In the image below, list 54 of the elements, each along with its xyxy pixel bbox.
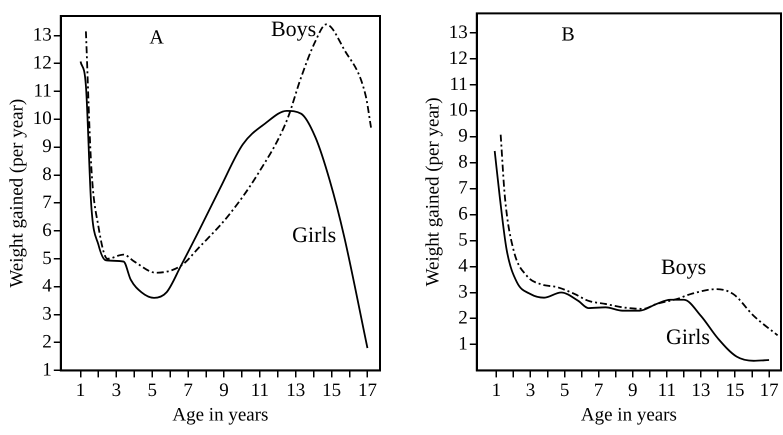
y-tick-label: 12 — [32, 52, 52, 74]
x-tick-label: 5 — [560, 380, 570, 401]
x-tick-label: 13 — [286, 380, 306, 401]
y-tick-label: 9 — [458, 126, 468, 147]
x-tick-label: 3 — [112, 380, 122, 401]
y-tick-label: 4 — [42, 276, 52, 297]
series-label: Boys — [660, 254, 706, 279]
y-tick-label: 4 — [458, 256, 468, 277]
y-axis-title: Weight gained (per year) — [6, 98, 28, 288]
y-tick-label: 11 — [450, 74, 468, 95]
series-label: Girls — [666, 324, 710, 350]
y-tick-label: 5 — [458, 230, 468, 251]
x-tick-label: 3 — [526, 380, 536, 401]
series-label: Boys — [270, 16, 316, 42]
y-tick-label: 8 — [458, 152, 468, 173]
y-tick-label: 6 — [42, 220, 52, 241]
y-tick-label: 2 — [458, 307, 468, 328]
x-tick-label: 11 — [658, 380, 676, 401]
y-tick-label: 9 — [42, 136, 52, 158]
y-tick-label: 1 — [42, 359, 52, 380]
y-tick-label: 13 — [32, 24, 52, 46]
y-tick-label: 2 — [42, 331, 52, 352]
y-tick-label: 12 — [448, 48, 468, 69]
y-tick-label: 3 — [42, 304, 52, 325]
y-tick-label: 13 — [448, 22, 468, 43]
series-label: Girls — [292, 222, 336, 248]
y-tick-label: 10 — [32, 108, 52, 130]
x-tick-label: 11 — [250, 380, 269, 401]
y-tick-label: 5 — [42, 248, 52, 269]
x-tick-label: 1 — [492, 380, 502, 401]
x-axis-title: Age in years — [580, 404, 677, 426]
x-tick-label: 5 — [148, 380, 158, 401]
x-tick-label: 17 — [358, 380, 377, 401]
y-tick-label: 6 — [458, 204, 468, 225]
y-tick-label: 3 — [458, 281, 468, 302]
y-tick-label: 1 — [458, 333, 468, 354]
text: A — [149, 26, 164, 48]
x-axis-title: Age in years — [172, 404, 268, 426]
x-tick-label: 7 — [594, 380, 604, 401]
x-tick-label: 7 — [183, 380, 193, 401]
x-tick-label: 9 — [219, 380, 229, 401]
y-tick-label: 11 — [34, 80, 52, 102]
x-tick-label: 9 — [628, 380, 638, 401]
y-tick-label: 7 — [458, 178, 468, 199]
y-tick-label: 10 — [448, 100, 468, 121]
y-tick-label: 7 — [42, 192, 52, 213]
y-tick-label: 8 — [42, 164, 52, 186]
text: B — [561, 24, 575, 46]
y-axis-title: Weight gained (per year) — [422, 97, 444, 286]
x-tick-label: 1 — [76, 380, 86, 401]
x-tick-label: 17 — [760, 380, 779, 401]
x-tick-label: 15 — [322, 380, 342, 401]
x-tick-label: 13 — [691, 380, 710, 401]
x-tick-label: 15 — [725, 380, 744, 401]
